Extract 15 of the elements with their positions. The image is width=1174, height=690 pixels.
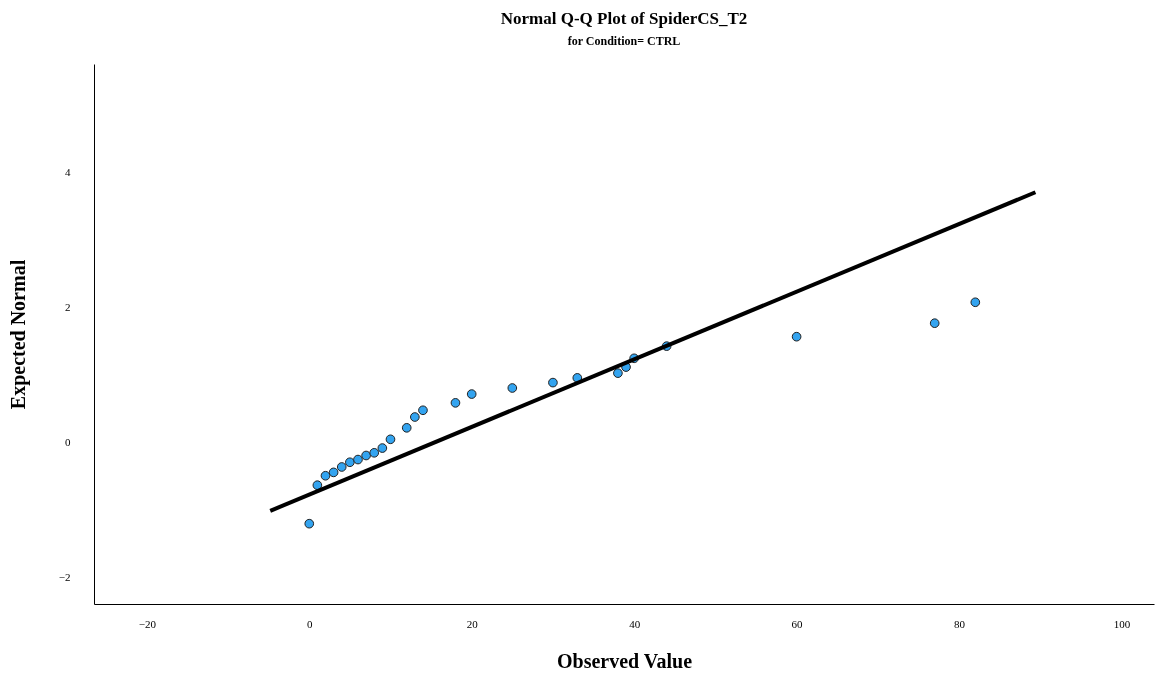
y-tick-label: −2 <box>58 570 71 583</box>
y-tick-label: 0 <box>65 435 71 448</box>
chart-subtitle: for Condition= CTRL <box>567 34 681 48</box>
y-axis-title: Expected Normal <box>6 259 30 410</box>
x-tick-label: 100 <box>1113 617 1131 630</box>
x-tick-label: 60 <box>791 617 804 630</box>
chart-title: Normal Q-Q Plot of SpiderCS_T2 <box>500 9 748 28</box>
x-tick-label: 20 <box>466 617 479 630</box>
y-tick-label: 4 <box>65 165 71 178</box>
y-tick-label: 2 <box>65 300 71 313</box>
x-tick-label: 40 <box>629 617 641 630</box>
x-axis-title: Observed Value <box>556 649 693 672</box>
x-tick-label: 0 <box>307 617 313 630</box>
x-tick-label: 80 <box>954 617 966 630</box>
x-tick-label: −20 <box>138 617 157 630</box>
